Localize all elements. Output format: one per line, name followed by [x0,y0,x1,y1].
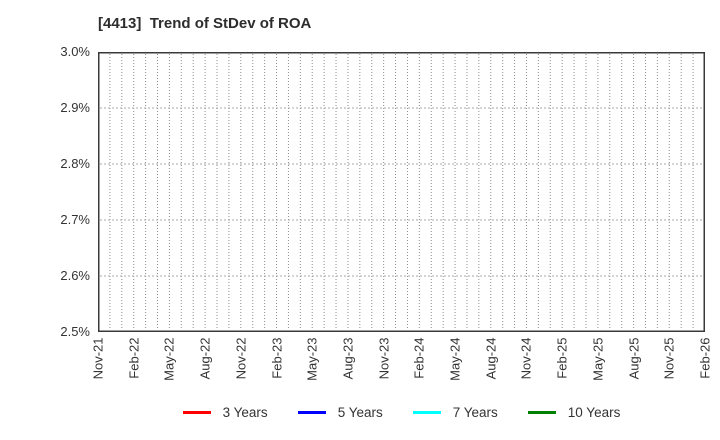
x-tick-label: Nov-24 [518,337,534,380]
x-tick-label: Nov-25 [661,337,677,380]
x-tick-label: May-24 [447,337,463,381]
legend-label: 3 Years [222,405,268,420]
y-tick-label: 2.8% [60,156,90,171]
legend-line-icon [297,411,326,414]
x-tick-label: Feb-23 [269,337,285,379]
legend-label: 7 Years [452,405,498,420]
legend-line-icon [412,411,441,414]
legend-item-10-years: 10 Years [527,405,621,420]
x-tick-label: Aug-23 [340,337,356,380]
legend-line-icon [182,411,211,414]
legend-item-5-years: 5 Years [297,405,383,420]
x-tick-label: Aug-25 [626,337,642,380]
x-tick-label: Feb-24 [411,337,427,379]
x-tick-label: Feb-22 [126,337,142,379]
x-tick-label: Nov-23 [376,337,392,380]
y-tick-label: 2.5% [60,324,90,339]
y-tick-label: 2.9% [60,100,90,115]
x-tick-label: May-25 [590,337,606,381]
x-tick-label: Nov-21 [90,337,106,380]
legend-line-icon [527,411,556,414]
y-tick-label: 2.7% [60,212,90,227]
legend-item-3-years: 3 Years [182,405,268,420]
y-tick-label: 2.6% [60,268,90,283]
x-tick-label: May-22 [161,337,177,381]
x-tick-label: Aug-24 [483,337,499,380]
plot-area [98,52,705,332]
x-tick-label: Nov-22 [233,337,249,380]
x-tick-label: Aug-22 [197,337,213,380]
plot-border [98,52,705,332]
x-tick-label: Feb-25 [554,337,570,379]
legend: 3 Years 5 Years 7 Years 10 Years [98,405,705,420]
legend-label: 10 Years [567,405,621,420]
x-tick-label: May-23 [304,337,320,381]
y-tick-label: 3.0% [60,44,90,59]
legend-label: 5 Years [337,405,383,420]
chart-title: [4413] Trend of StDev of ROA [98,15,312,32]
x-tick-label: Feb-26 [697,337,713,379]
legend-item-7-years: 7 Years [412,405,498,420]
